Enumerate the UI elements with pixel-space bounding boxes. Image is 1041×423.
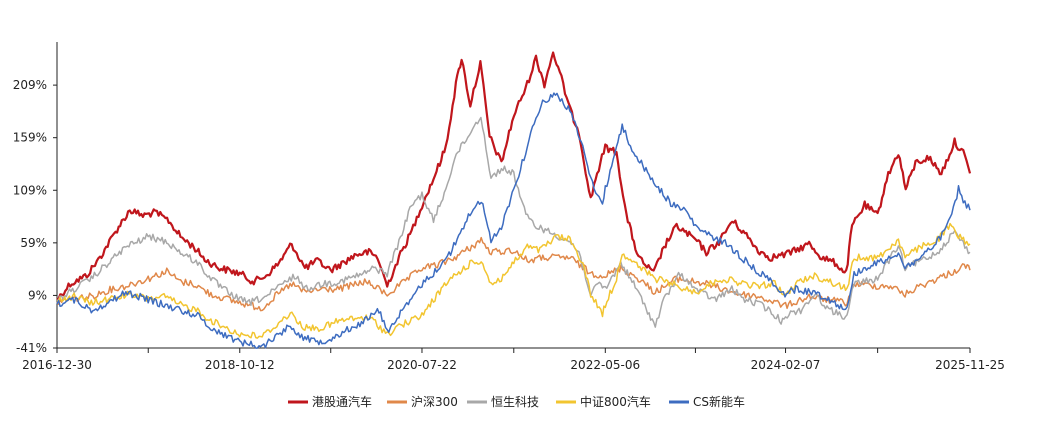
series-lines — [56, 51, 972, 349]
series-line — [56, 92, 971, 349]
x-tick-label: 2024-02-07 — [751, 358, 821, 372]
legend-label: 港股通汽车 — [312, 394, 372, 409]
legend-label: 中证800汽车 — [580, 394, 651, 409]
series-line — [56, 51, 972, 301]
x-tick-label: 2025-11-25 — [935, 358, 1005, 372]
y-ticks: 209% 159% 109% 59% 9% -41% — [13, 78, 57, 355]
x-tick-label: 2022-05-06 — [570, 358, 640, 372]
series-line — [56, 116, 971, 328]
legend-label: CS新能车 — [693, 394, 745, 409]
series-line — [56, 222, 971, 339]
y-tick-label: 159% — [13, 131, 47, 145]
x-tick-label: 2016-12-30 — [22, 358, 92, 372]
y-tick-label: 209% — [13, 78, 47, 92]
y-tick-label: -41% — [16, 341, 47, 355]
y-tick-label: 59% — [20, 236, 47, 250]
y-tick-label: 9% — [28, 288, 47, 302]
legend-label: 沪深300 — [411, 395, 458, 409]
y-tick-label: 109% — [13, 183, 47, 197]
x-ticks: 2016-12-30 2018-10-12 2020-07-22 2022-05-06… — [22, 348, 1005, 372]
legend: 港股通汽车 沪深300 恒生科技 中证800汽车 CS新能车 — [288, 394, 745, 409]
legend-label: 恒生科技 — [491, 395, 539, 409]
x-tick-label: 2018-10-12 — [205, 358, 275, 372]
x-tick-label: 2020-07-22 — [387, 358, 457, 372]
